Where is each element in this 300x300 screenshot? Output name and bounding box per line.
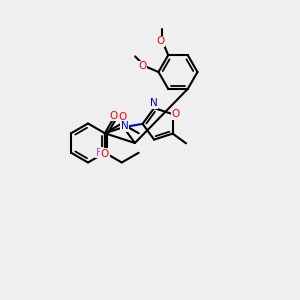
Text: N: N: [150, 98, 158, 108]
Text: O: O: [101, 149, 109, 159]
Text: O: O: [118, 112, 127, 122]
Text: F: F: [96, 148, 102, 158]
Text: N: N: [121, 121, 128, 131]
Text: O: O: [110, 111, 118, 121]
Text: O: O: [139, 61, 147, 71]
Text: O: O: [172, 109, 180, 119]
Text: O: O: [156, 37, 164, 46]
